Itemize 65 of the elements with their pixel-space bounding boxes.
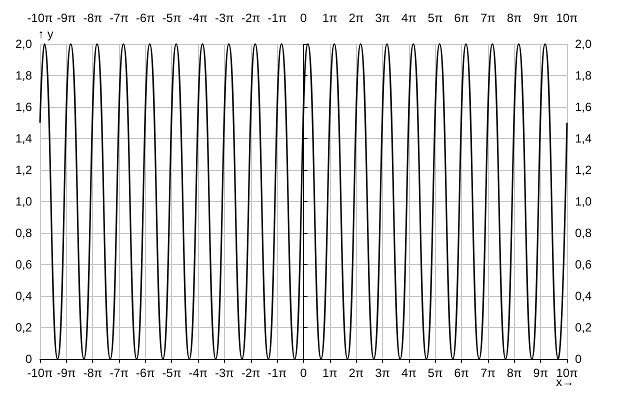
x-tick-label: 0 xyxy=(300,366,308,380)
x-tick-label: 6π xyxy=(454,366,470,380)
x2-tick-label: 2π xyxy=(348,11,364,25)
x2-tick-label: -9π xyxy=(56,11,76,25)
x-tick-label: -6π xyxy=(136,366,155,380)
x2-tick-label: 0 xyxy=(300,11,308,25)
y-tick-label: 0 xyxy=(25,352,32,366)
y-axis-title: ↑ y xyxy=(38,27,54,41)
x2-tick-label: 10π xyxy=(556,11,578,25)
x-tick-label: 1π xyxy=(322,366,338,380)
y2-tick-label: 0,8 xyxy=(575,226,592,240)
x2-tick-label: -5π xyxy=(162,11,182,25)
x-tick-label: -5π xyxy=(162,366,182,380)
y2-tick-label: 1,2 xyxy=(575,163,592,177)
x-tick-label: 8π xyxy=(506,366,522,380)
y2-tick-label: 1,0 xyxy=(575,194,592,208)
x-tick-label: -2π xyxy=(241,366,260,380)
y2-tick-label: 1,6 xyxy=(575,100,592,114)
x-tick-label: -10π xyxy=(27,366,53,380)
y-tick-label: 1,2 xyxy=(15,163,32,177)
x-tick-label: -7π xyxy=(110,366,129,380)
x2-tick-label: 4π xyxy=(401,11,416,25)
y2-tick-label: 0,6 xyxy=(575,258,592,272)
y-tick-label: 1,4 xyxy=(15,132,32,146)
x2-tick-label: -1π xyxy=(268,11,287,25)
x-tick-label: 2π xyxy=(348,366,364,380)
y-tick-label: 0,4 xyxy=(15,289,32,303)
y2-tick-label: 0 xyxy=(575,352,582,366)
x2-tick-label: 5π xyxy=(428,11,443,25)
x2-tick-label: -8π xyxy=(83,11,102,25)
y2-tick-label: 1,4 xyxy=(575,132,592,146)
x-tick-label: -8π xyxy=(83,366,102,380)
y2-tick-label: 0,2 xyxy=(575,320,592,334)
x2-tick-label: -6π xyxy=(136,11,155,25)
y-tick-label: 1,6 xyxy=(15,100,32,114)
x-tick-label: 5π xyxy=(428,366,443,380)
x2-tick-label: -2π xyxy=(241,11,260,25)
x-tick-label: -1π xyxy=(268,366,287,380)
y2-tick-label: 2,0 xyxy=(575,37,592,51)
y-tick-label: 0,6 xyxy=(15,258,32,272)
x-tick-label: 10π xyxy=(556,366,578,380)
x2-tick-label: 6π xyxy=(454,11,470,25)
x-tick-label: 4π xyxy=(401,366,416,380)
y-tick-label: 0,2 xyxy=(15,320,32,334)
y2-tick-label: 0,4 xyxy=(575,289,592,303)
x2-tick-label: -7π xyxy=(110,11,129,25)
y-tick-label: 1,0 xyxy=(15,194,32,208)
x2-tick-label: 7π xyxy=(480,11,496,25)
y2-tick-label: 1,8 xyxy=(575,68,592,82)
x2-tick-label: -4π xyxy=(188,11,208,25)
x-tick-label: 3π xyxy=(375,366,390,380)
x2-tick-label: -3π xyxy=(214,11,234,25)
x2-tick-label: 1π xyxy=(322,11,338,25)
x-tick-label: -4π xyxy=(188,366,208,380)
x2-tick-label: 3π xyxy=(375,11,390,25)
x2-tick-label: -10π xyxy=(27,11,53,25)
x2-tick-label: 9π xyxy=(533,11,548,25)
x-tick-label: 7π xyxy=(480,366,496,380)
x-tick-label: -9π xyxy=(56,366,76,380)
y-tick-label: 0,8 xyxy=(15,226,32,240)
y-tick-label: 2,0 xyxy=(15,37,32,51)
x-tick-label: -3π xyxy=(214,366,234,380)
x2-tick-label: 8π xyxy=(506,11,522,25)
y-tick-label: 1,8 xyxy=(15,68,32,82)
x-tick-label: 9π xyxy=(533,366,548,380)
